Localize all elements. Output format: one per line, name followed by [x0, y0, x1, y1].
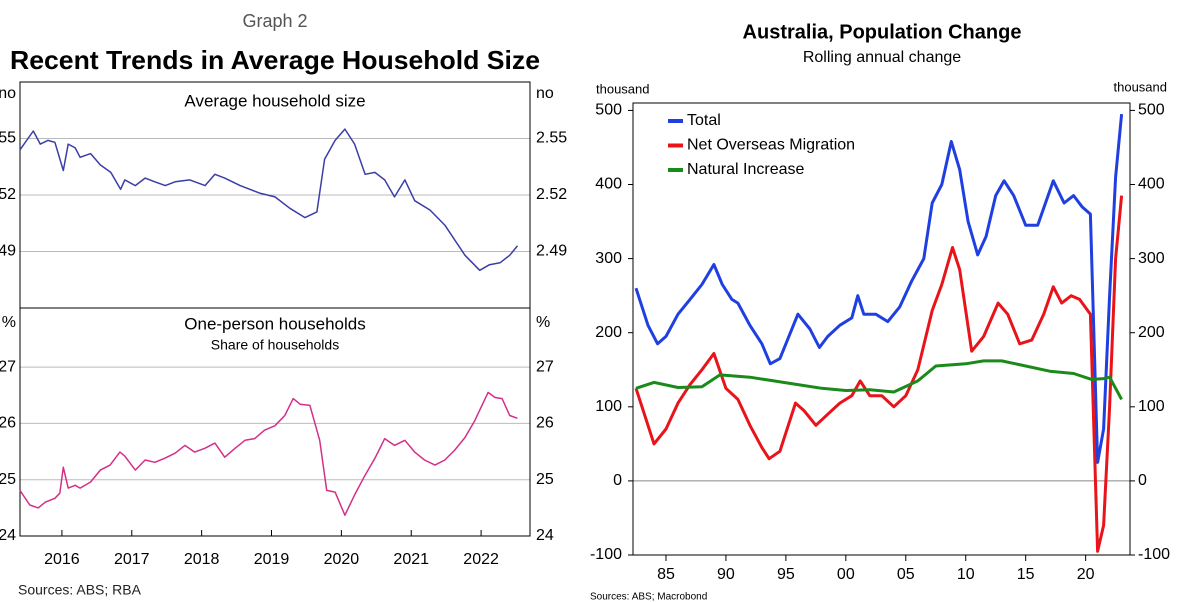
- x-tick-label: 2018: [184, 551, 220, 568]
- plot-frame: [19, 307, 531, 537]
- y-tick-label: 26: [0, 415, 16, 432]
- sources: Sources: ABS; Macrobond: [590, 592, 707, 602]
- y-axis-label: %: [536, 314, 550, 331]
- panel-title: Average household size: [184, 91, 365, 110]
- x-tick-label: 00: [837, 566, 855, 583]
- y-tick-label: 2.55: [536, 130, 567, 147]
- y-tick-label: 400: [595, 176, 622, 193]
- x-tick-label: 20: [1077, 566, 1095, 583]
- x-tick-label: 95: [777, 566, 795, 583]
- x-tick-label: 2017: [114, 551, 150, 568]
- y-tick-label: -100: [1138, 546, 1170, 563]
- sources: Sources: ABS; RBA: [18, 582, 142, 598]
- y-tick-label: 200: [1138, 324, 1165, 341]
- x-tick-label: 05: [897, 566, 915, 583]
- y-tick-label: 0: [613, 472, 622, 489]
- data-line: [634, 113, 1124, 464]
- graph-label: Graph 2: [242, 11, 307, 31]
- y-axis-label: thousand: [596, 81, 650, 96]
- y-tick-label: 2.52: [536, 186, 567, 203]
- y-tick-label: 24: [536, 527, 554, 544]
- x-tick-label: 2019: [254, 551, 290, 568]
- y-tick-label: 2.49: [0, 243, 16, 260]
- y-tick-label: 300: [595, 250, 622, 267]
- x-tick-label: 2021: [393, 551, 429, 568]
- y-tick-label: 400: [1138, 176, 1165, 193]
- y-tick-label: 24: [0, 527, 16, 544]
- chart-subtitle: Rolling annual change: [803, 49, 961, 66]
- x-tick-label: 15: [1017, 566, 1035, 583]
- y-tick-label: 200: [595, 324, 622, 341]
- legend-label: Total: [687, 112, 721, 129]
- y-tick-label: 100: [595, 398, 622, 415]
- panel-title: One-person households: [184, 314, 365, 333]
- y-axis-label: %: [2, 314, 16, 331]
- y-tick-label: 25: [536, 471, 554, 488]
- y-tick-label: 2.55: [0, 130, 16, 147]
- chart-title: Recent Trends in Average Household Size: [10, 45, 540, 75]
- y-tick-label: -100: [590, 546, 622, 563]
- y-tick-label: 500: [595, 102, 622, 119]
- y-tick-label: 27: [0, 358, 16, 375]
- data-line: [635, 359, 1123, 401]
- x-tick-label: 2016: [44, 551, 80, 568]
- chart-title: Australia, Population Change: [743, 21, 1022, 43]
- y-tick-label: 100: [1138, 398, 1165, 415]
- panel-subtitle: Share of households: [211, 337, 339, 353]
- legend-label: Net Overseas Migration: [687, 137, 855, 154]
- x-tick-label: 85: [657, 566, 675, 583]
- y-axis-label: thousand: [1114, 79, 1168, 94]
- x-tick-label: 10: [957, 566, 975, 583]
- y-tick-label: 26: [536, 415, 554, 432]
- y-tick-label: 2.52: [0, 186, 16, 203]
- data-line: [19, 391, 518, 516]
- x-tick-label: 2020: [324, 551, 360, 568]
- y-tick-label: 300: [1138, 250, 1165, 267]
- y-axis-label: no: [0, 85, 16, 102]
- y-axis-label: no: [536, 85, 554, 102]
- data-line: [634, 195, 1124, 553]
- legend-label: Natural Increase: [687, 161, 804, 178]
- y-tick-label: 25: [0, 471, 16, 488]
- y-tick-label: 500: [1138, 102, 1165, 119]
- y-tick-label: 27: [536, 358, 554, 375]
- y-tick-label: 0: [1138, 472, 1147, 489]
- x-tick-label: 90: [717, 566, 735, 583]
- x-tick-label: 2022: [463, 551, 499, 568]
- y-tick-label: 2.49: [536, 243, 567, 260]
- plot-frame: [632, 102, 1131, 556]
- data-line: [19, 128, 518, 272]
